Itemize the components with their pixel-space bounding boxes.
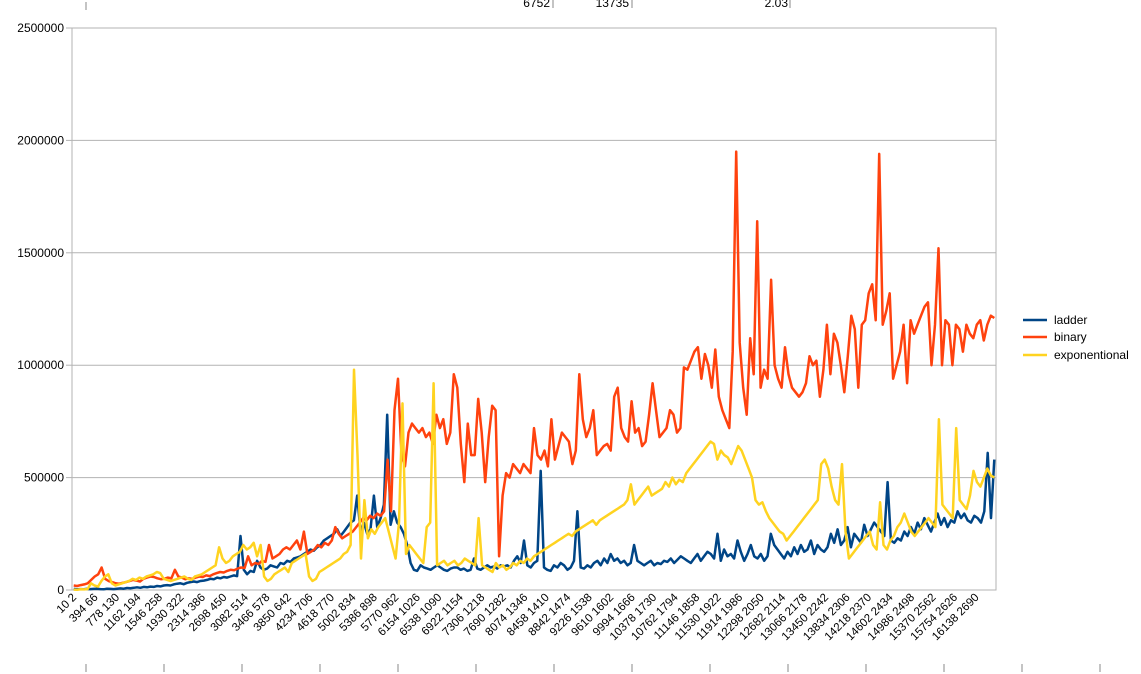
y-axis-ticks: 0 500000 1000000 1500000 2000000 2500000: [17, 21, 72, 597]
plot-area-frame: [71, 27, 997, 591]
top-label-1: 6752: [523, 0, 550, 10]
y-tick-label-4: 2000000: [17, 133, 64, 147]
gridlines: [72, 27, 996, 591]
top-labels: 6752 13735 2.03: [85, 0, 791, 10]
y-tick-label-0: 0: [57, 583, 64, 597]
top-label-3: 2.03: [765, 0, 789, 10]
series-line-ladder: [73, 413, 996, 591]
legend: ladder binary exponentional: [1023, 313, 1129, 362]
series-line-binary: [73, 150, 995, 588]
legend-label-ladder: ladder: [1054, 313, 1087, 327]
legend-label-binary: binary: [1054, 330, 1087, 344]
y-tick-label-3: 1500000: [17, 246, 64, 260]
y-tick-label-2: 1000000: [17, 358, 64, 372]
series-line-exponentional: [73, 368, 995, 591]
y-tick-label-5: 2500000: [17, 21, 64, 35]
legend-label-exponentional: exponentional: [1054, 348, 1129, 362]
series-lines: [73, 150, 996, 591]
top-label-2: 13735: [596, 0, 630, 10]
bottom-edge-ticks: [85, 664, 1101, 672]
y-tick-label-1: 500000: [24, 471, 64, 485]
